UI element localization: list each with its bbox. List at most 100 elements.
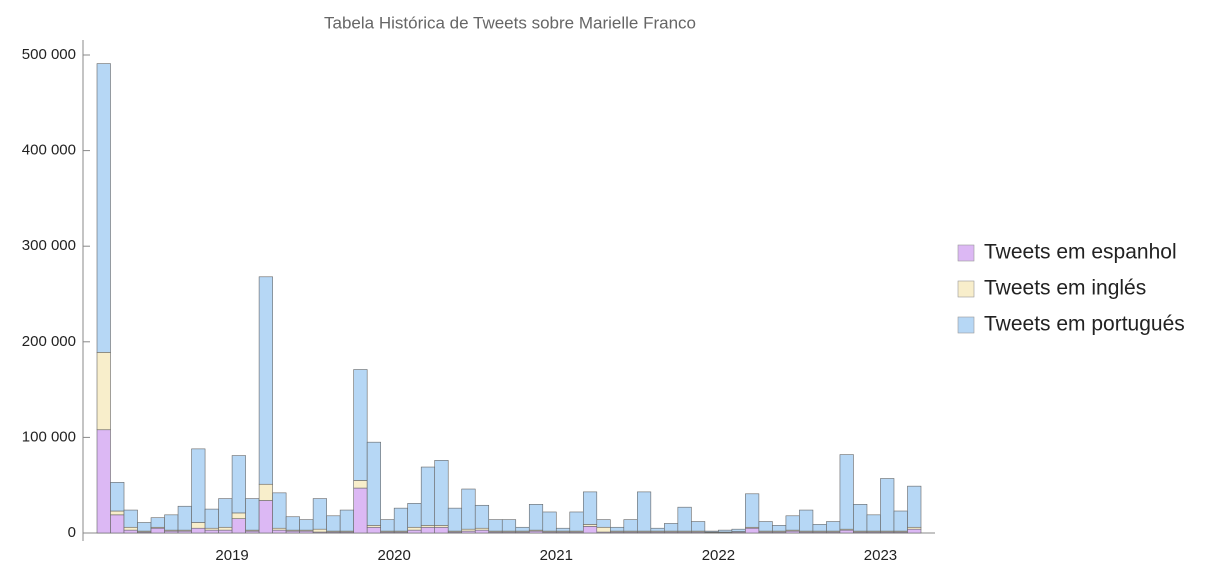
bar-segment — [353, 480, 368, 489]
bar-segment — [204, 529, 219, 534]
bar-segment — [123, 509, 138, 528]
legend-swatch — [957, 244, 975, 262]
bar-segment — [853, 504, 868, 532]
bar-segment — [204, 508, 219, 529]
bar-segment — [366, 526, 381, 534]
bar-segment — [623, 519, 638, 532]
y-tick-label: 0 — [68, 524, 76, 541]
bar-segment — [501, 519, 517, 532]
bar-segment — [461, 488, 476, 530]
bar-segment — [515, 526, 530, 532]
bar-segment — [110, 510, 125, 516]
bar-segment — [407, 503, 422, 528]
bar-segment — [123, 529, 138, 534]
legend-label: Tweets em portugués — [984, 313, 1185, 336]
bar-segment — [582, 526, 598, 534]
bar-segment — [420, 466, 436, 526]
bar-segment — [677, 506, 692, 532]
bar-segment — [326, 515, 341, 532]
bar-segment — [353, 487, 368, 534]
bar-segment — [164, 514, 179, 531]
bar-segment — [299, 519, 314, 531]
bar-segment — [907, 528, 922, 534]
bar-segment — [880, 478, 895, 532]
legend-label: Tweets em inglés — [984, 277, 1146, 300]
bar-segment — [474, 504, 490, 529]
bar-segment — [245, 498, 260, 531]
y-tick-label: 400 000 — [22, 142, 76, 159]
x-tick-label: 2022 — [702, 547, 735, 563]
x-tick-label: 2019 — [215, 547, 248, 563]
bar-segment — [907, 485, 922, 528]
bar-segment — [447, 507, 463, 532]
bar-segment — [231, 518, 246, 534]
chart-title: Tabela Histórica de Tweets sobre Mariell… — [324, 13, 696, 32]
bar-segment — [96, 429, 111, 534]
y-tick-label: 100 000 — [22, 428, 76, 445]
bar-segment — [569, 511, 584, 532]
x-tick-label: 2021 — [540, 547, 573, 563]
bar-segment — [218, 498, 233, 528]
bar-segment — [380, 519, 395, 532]
bar-segment — [150, 527, 165, 534]
x-tick-label: 2020 — [377, 547, 410, 563]
bar-segment — [407, 526, 422, 531]
bar-segment — [339, 509, 354, 532]
legend-swatch — [957, 280, 975, 298]
bar-segment — [718, 529, 733, 533]
bar-segment — [704, 530, 719, 533]
bar-segment — [258, 483, 273, 501]
y-tick-label: 300 000 — [22, 237, 76, 254]
bar-segment — [866, 514, 881, 532]
bar-segment — [555, 527, 571, 532]
bar-segment — [96, 63, 111, 353]
bar-segment — [650, 527, 665, 532]
bar-segment — [691, 521, 706, 532]
bar-segment — [745, 527, 760, 534]
bar-segment — [637, 491, 652, 532]
bar-segment — [839, 529, 854, 534]
bar-segment — [758, 521, 773, 532]
bar-segment — [353, 369, 368, 481]
bar-segment — [420, 526, 436, 534]
bar-segment — [474, 529, 490, 534]
bar-segment — [137, 522, 152, 532]
y-tick-label: 500 000 — [22, 46, 76, 63]
bar-segment — [610, 526, 625, 532]
bar-segment — [96, 352, 111, 431]
bar-segment — [393, 507, 408, 532]
bar-segment — [434, 460, 449, 526]
y-tick-label: 200 000 — [22, 333, 76, 350]
bar-segment — [596, 519, 611, 528]
bar-segment — [110, 482, 125, 512]
bar-segment — [191, 527, 206, 534]
legend-label: Tweets em espanhol — [984, 241, 1177, 264]
bar-segment — [218, 529, 233, 534]
bar-segment — [312, 498, 327, 530]
bar-segment — [731, 528, 746, 532]
bar-segment — [893, 510, 908, 532]
bar-segment — [218, 526, 233, 531]
bar-segment — [772, 525, 787, 532]
bar-segment — [191, 448, 206, 523]
bar-segment — [745, 493, 760, 528]
bar-segment — [231, 455, 246, 514]
bar-segment — [826, 521, 841, 532]
bar-segment — [785, 515, 800, 531]
bar-segment — [258, 276, 273, 485]
bar-segment — [528, 504, 544, 531]
bar-segment — [312, 528, 327, 533]
bar-segment — [839, 454, 854, 530]
bar-segment — [582, 491, 598, 525]
bar-segment — [596, 526, 611, 533]
bar-segment — [177, 505, 192, 531]
legend-swatch — [957, 316, 975, 334]
x-tick-label: 2023 — [864, 547, 897, 563]
bar-segment — [272, 492, 287, 529]
bar-segment — [434, 526, 449, 534]
bar-segment — [664, 523, 679, 532]
bar-segment — [366, 441, 381, 526]
bar-segment — [542, 511, 557, 532]
bar-segment — [812, 524, 827, 532]
